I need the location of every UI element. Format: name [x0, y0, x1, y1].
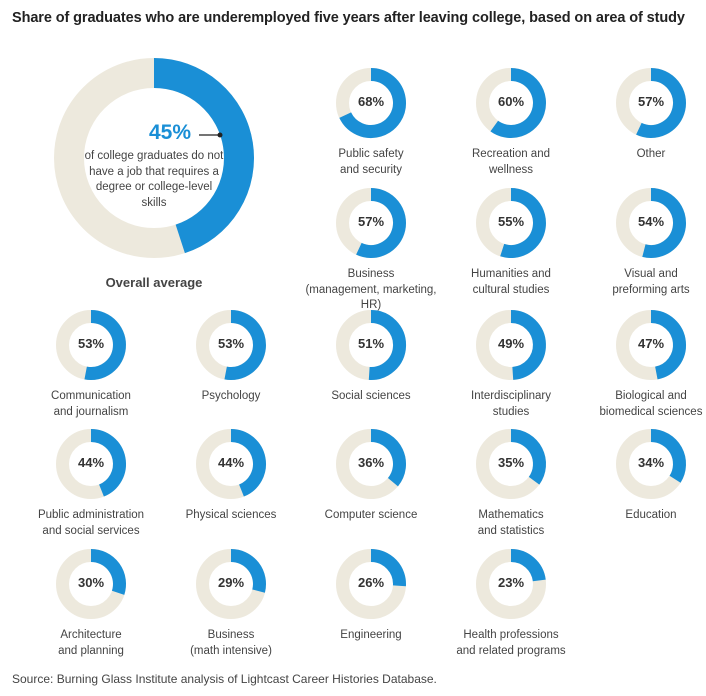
donut-arc — [650, 310, 687, 380]
donut-category-label: Education — [625, 509, 677, 521]
donut-category-label: Architecture and planning — [58, 629, 124, 657]
field-donut-graphic — [336, 429, 406, 499]
donut-arc — [490, 68, 546, 138]
donut-category-label: Public administration and social services — [37, 509, 145, 537]
donut-arc — [642, 188, 686, 258]
field-donut-graphic — [56, 429, 126, 499]
field-donut-graphic — [56, 310, 126, 380]
overall-callout-dot — [217, 132, 223, 138]
donut-arc — [370, 429, 406, 487]
donut-value-label: 44% — [217, 455, 245, 470]
donut-category-label: Biological and biomedical sciences — [599, 390, 703, 418]
donut-category-label: Other — [636, 148, 666, 160]
overall-donut-graphic — [54, 58, 254, 258]
field-donut-graphic — [616, 310, 687, 380]
donut-category-label: Physical sciences — [185, 509, 277, 521]
donut-category-label: Public safety and security — [338, 148, 404, 176]
overall-description: of college graduates do not have a job t… — [84, 150, 224, 209]
donut-arc — [356, 188, 406, 258]
donut-category-label: Psychology — [201, 390, 261, 402]
donut-arc — [84, 310, 126, 380]
donut-arc — [230, 549, 266, 593]
donut-category-label: Humanities and cultural studies — [471, 268, 551, 296]
donut-arc — [500, 188, 546, 258]
donut-category-label: Interdisciplinary studies — [471, 390, 551, 418]
donut-category-label: Computer science — [324, 509, 418, 521]
donut-value-label: 44% — [77, 455, 105, 470]
donut-value-label: 55% — [497, 214, 525, 229]
field-donut-graphic — [336, 309, 407, 380]
donut-value-label: 35% — [497, 455, 525, 470]
donut-arc — [510, 429, 546, 485]
field-donut-graphic — [616, 429, 686, 499]
donut-arc — [90, 549, 126, 595]
donut-arc — [510, 310, 546, 380]
donut-arc — [368, 309, 407, 380]
overall-value-label: 45% — [149, 121, 192, 144]
donut-value-label: 30% — [77, 575, 105, 590]
field-donut-graphic — [476, 310, 546, 380]
donut-value-label: 60% — [497, 94, 525, 109]
field-donut-graphic — [476, 549, 546, 619]
field-donut-graphic — [196, 429, 266, 499]
donut-category-label: Communication and journalism — [51, 390, 131, 418]
chart-title: Share of graduates who are underemployed… — [12, 10, 685, 26]
donut-category-label: Engineering — [340, 629, 402, 641]
donut-category-label: Mathematics and statistics — [477, 509, 545, 537]
field-donut-graphic — [196, 549, 266, 619]
donut-arc — [230, 429, 266, 497]
donut-value-label: 49% — [497, 336, 525, 351]
donut-value-label: 26% — [357, 575, 385, 590]
source-note: Source: Burning Glass Institute analysis… — [12, 672, 437, 686]
donut-value-label: 23% — [497, 575, 525, 590]
donut-value-label: 53% — [77, 336, 105, 351]
donut-arc — [510, 549, 546, 582]
donut-arc — [339, 68, 406, 138]
donut-value-label: 57% — [357, 214, 385, 229]
field-donut-graphic — [616, 68, 686, 138]
donut-arc — [650, 429, 686, 483]
donut-value-label: 51% — [357, 336, 385, 351]
donut-value-label: 54% — [637, 214, 665, 229]
field-donut-graphic — [196, 310, 266, 380]
donut-value-label: 57% — [637, 94, 665, 109]
field-donut-graphic — [336, 68, 406, 138]
donut-value-label: 36% — [357, 455, 385, 470]
donut-arc — [224, 310, 266, 380]
donut-arc — [370, 549, 406, 587]
donut-value-label: 34% — [637, 455, 665, 470]
donut-category-label: Visual and preforming arts — [612, 268, 690, 296]
donut-value-label: 68% — [357, 94, 385, 109]
field-donut-graphic — [56, 549, 126, 619]
field-donut-graphic — [336, 549, 406, 619]
donut-value-label: 29% — [217, 575, 245, 590]
donut-arc — [636, 68, 686, 138]
field-donut-graphic — [476, 429, 546, 499]
donut-value-label: 53% — [217, 336, 245, 351]
donut-arc — [90, 429, 126, 497]
donut-value-label: 47% — [637, 336, 665, 351]
field-donut-graphic — [476, 188, 546, 258]
donut-category-label: Business (management, marketing, HR) — [305, 268, 437, 311]
field-donut-graphic — [476, 68, 546, 138]
overall-donut-arc — [153, 58, 254, 254]
donut-category-label: Health professions and related programs — [456, 629, 566, 657]
overall-average-donut: 45% of college graduates do not have a j… — [54, 58, 254, 290]
field-donut-graphic — [616, 188, 686, 258]
donut-category-label: Business (math intensive) — [190, 629, 272, 657]
field-donut-graphic — [336, 188, 406, 258]
overall-average-label: Overall average — [105, 275, 203, 290]
donut-category-label: Recreation and wellness — [472, 148, 550, 176]
donut-category-label: Social sciences — [331, 390, 411, 402]
